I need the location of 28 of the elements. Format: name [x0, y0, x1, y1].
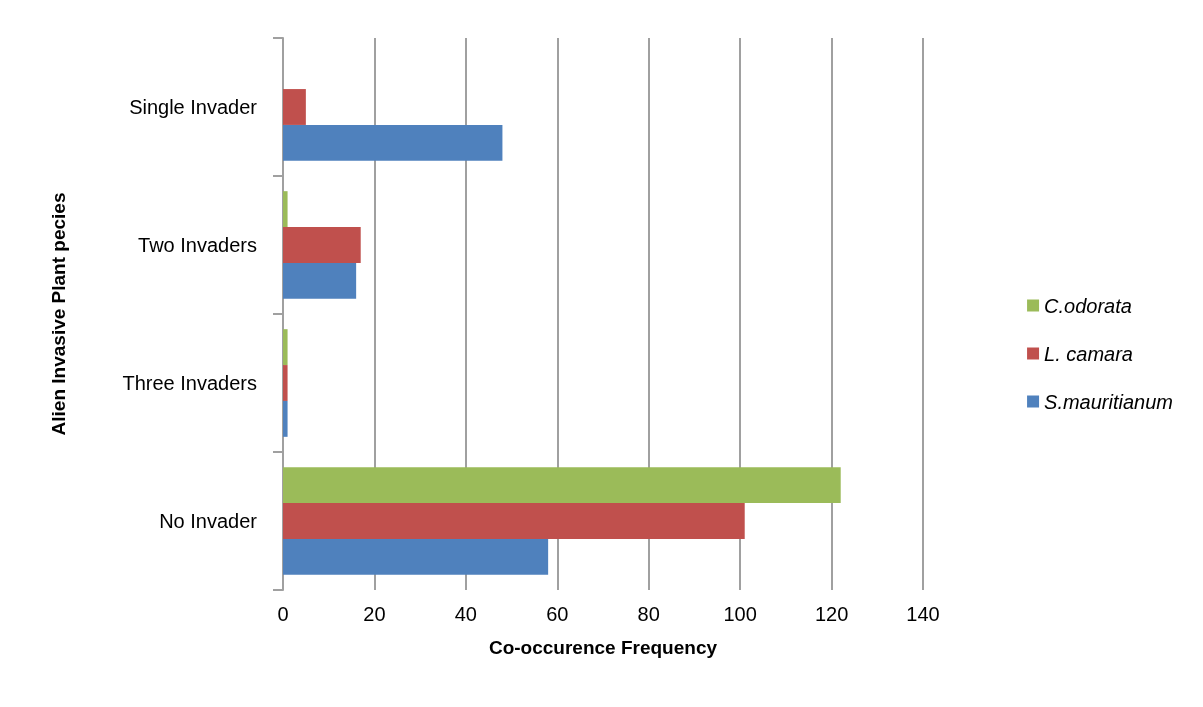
bar [283, 89, 306, 125]
y-tick-label: Two Invaders [138, 234, 257, 256]
y-tick-label: Single Invader [129, 96, 258, 118]
bar [283, 467, 841, 504]
legend-label: L. camara [1044, 342, 1133, 365]
x-axis-title: Co-occurence Frequency [488, 637, 718, 658]
bar [283, 503, 745, 539]
legend-label: S.mauritianum [1044, 390, 1173, 413]
y-axis-title: Alien Invasive Plant pecies [48, 192, 69, 436]
bar [283, 400, 288, 437]
x-tick-label: 80 [637, 603, 660, 625]
bar [283, 191, 288, 228]
bar [283, 124, 503, 161]
legend-label: C.odorata [1044, 294, 1132, 317]
y-tick-label: Three Invaders [122, 372, 257, 394]
bar [283, 329, 288, 366]
bar [283, 227, 361, 263]
x-tick-label: 120 [814, 603, 849, 625]
x-tick-label: 20 [363, 603, 386, 625]
x-tick-label: 140 [906, 603, 940, 625]
x-tick-label: 60 [546, 603, 569, 625]
x-tick-label: 40 [454, 603, 477, 625]
bar [283, 538, 549, 575]
y-tick-label: No Invader [159, 510, 258, 532]
x-tick-label: 100 [723, 603, 757, 625]
bar [283, 365, 288, 401]
x-tick-label: 0 [277, 603, 289, 625]
bar [283, 262, 357, 299]
